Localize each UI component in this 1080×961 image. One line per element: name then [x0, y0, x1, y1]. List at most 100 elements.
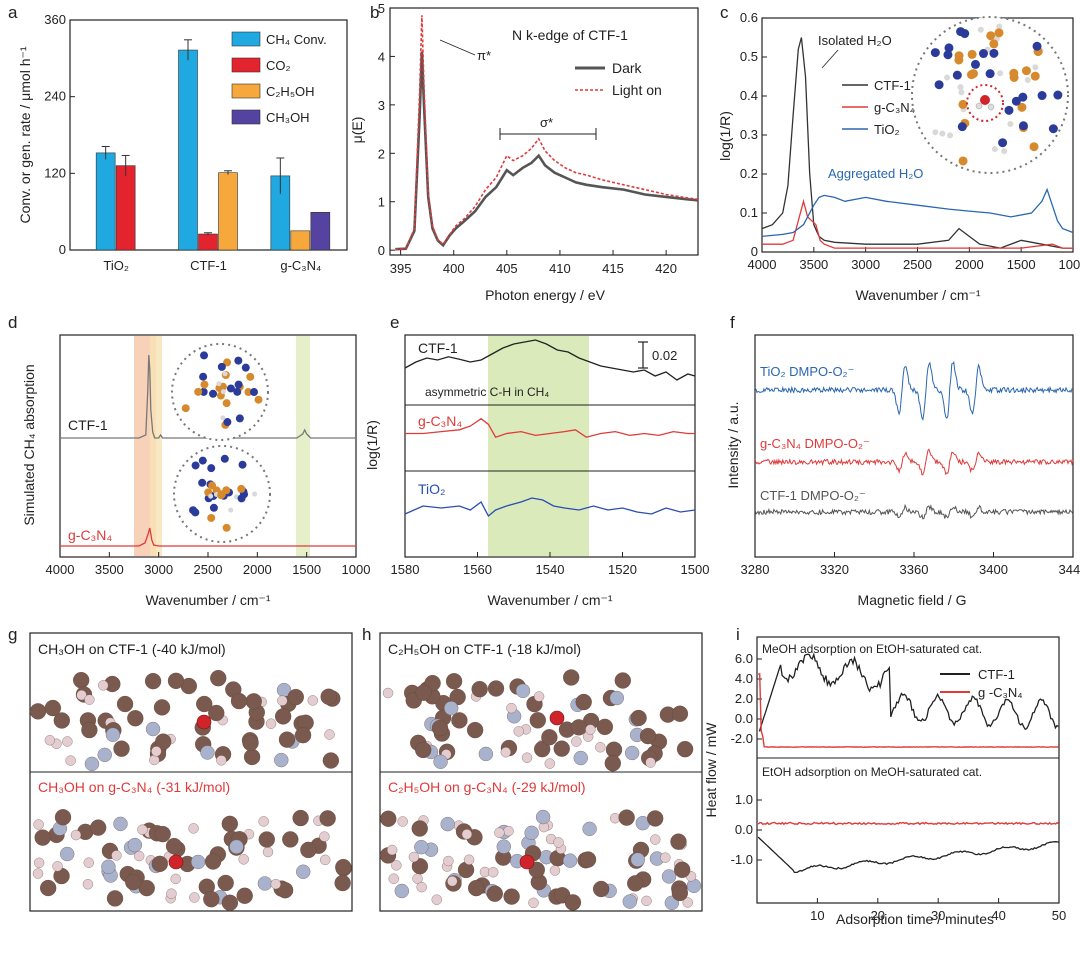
panel-letter-h: h [362, 625, 371, 644]
panel-letter-b: b [370, 3, 379, 22]
ctf-methane-illustration [171, 343, 269, 441]
atom [307, 695, 318, 706]
c-atom [1007, 121, 1014, 128]
c-x-tick-label: 3500 [799, 257, 828, 272]
panel-letter-a: a [8, 3, 18, 22]
atom [444, 701, 459, 716]
panel-letter-e: e [390, 313, 399, 332]
a-bar [178, 49, 198, 251]
c-x-tick-label: 3000 [851, 257, 880, 272]
g-bottom-label: CH₃OH on g-C₃N₄ (-31 kJ/mol) [38, 779, 230, 795]
atom [270, 878, 281, 890]
atom [53, 712, 70, 729]
series-labels-e: CTF-1 g-C₃N₄ TiO₂ [418, 340, 462, 497]
d-series-label: CTF-1 [68, 417, 108, 433]
d-atom [209, 503, 218, 512]
d-x-tick-label: 1500 [292, 562, 321, 577]
atom [682, 897, 693, 908]
d-atom [233, 387, 242, 396]
h-bottom-label: C₂H₅OH on g-C₃N₄ (-29 kJ/mol) [388, 779, 586, 795]
c-atom [1029, 142, 1039, 152]
atom [274, 752, 289, 768]
y-axis-label-b: μ(E) [349, 117, 365, 144]
legend-c: CTF-1 g-C₃N₄ TiO₂ [842, 78, 915, 137]
f-series-line [754, 448, 1074, 476]
i-y-tick-label: -2.0 [731, 731, 753, 746]
d-atom [220, 454, 229, 463]
atom [650, 834, 661, 845]
d-atom [194, 387, 203, 396]
atom [671, 884, 689, 902]
atom [457, 861, 475, 879]
c-y-tick-label: 0 [751, 244, 758, 259]
atom [466, 721, 484, 739]
atom [488, 867, 499, 878]
c-atom [985, 69, 995, 79]
atom [431, 894, 442, 905]
b-y-tick-label: 5 [378, 1, 385, 16]
atom [81, 721, 98, 739]
atom [513, 726, 524, 737]
c-atom [1037, 91, 1047, 101]
atom [391, 860, 402, 871]
y-axis-label-e: log(1/R) [364, 420, 380, 470]
aggregated-water-annotation: Aggregated H₂O [828, 166, 923, 181]
d-series-line [60, 527, 356, 547]
c-y-tick-label: 0.6 [740, 10, 758, 25]
atom [630, 852, 645, 867]
c-atom [994, 28, 1004, 38]
atom [630, 709, 647, 727]
y-ticks-c: 0 0.1 0.2 0.3 0.4 0.5 0.6 [740, 10, 767, 259]
adsorbate-oxygen [196, 714, 212, 730]
atom [190, 854, 206, 870]
atom [76, 689, 87, 701]
f-x-tick-label: 3280 [741, 562, 770, 577]
b-y-tick-label: 2 [378, 146, 385, 161]
b-y-tick-label: 4 [378, 49, 385, 64]
series-labels-f: TiO₂ DMPO-O₂⁻ g-C₃N₄ DMPO-O₂⁻ CTF-1 DMPO-O… [760, 364, 870, 503]
c-atom [1024, 76, 1031, 83]
atom [320, 688, 337, 705]
atom [292, 809, 309, 827]
c-water-oxygen [980, 95, 990, 105]
c-atom [944, 43, 954, 53]
c-atom [943, 50, 953, 60]
i-y-tick-label: 6.0 [735, 651, 753, 666]
atom [230, 692, 248, 710]
atom [528, 897, 539, 908]
atom [500, 747, 511, 758]
atom [451, 712, 468, 729]
d-atom [246, 372, 255, 381]
f-series-line [754, 360, 1074, 421]
d-x-tick-label: 2500 [194, 562, 223, 577]
atom [113, 816, 128, 832]
adsorbate-oxygen [168, 854, 184, 870]
atom [596, 718, 614, 736]
atom [585, 724, 596, 735]
atom [445, 673, 463, 690]
c-legend-label: CTF-1 [874, 78, 911, 93]
atom [70, 829, 82, 841]
atom [388, 873, 399, 884]
panel-letter-d: d [8, 313, 17, 332]
atom [592, 880, 610, 898]
atom [394, 883, 409, 899]
atom [614, 672, 631, 689]
d-atom [252, 491, 258, 497]
plot-frame-b [389, 7, 699, 256]
c-atom [1053, 90, 1063, 100]
c-atom [998, 138, 1008, 148]
e-series-label: TiO₂ [418, 481, 445, 497]
atom [503, 888, 520, 905]
a-legend-swatch [231, 57, 261, 73]
b-x-tick-label: 400 [443, 261, 465, 276]
atom [335, 859, 352, 876]
c-atom [1032, 41, 1042, 51]
c-atom [944, 74, 951, 81]
d-atom [217, 362, 226, 371]
x-axis-label-f: Magnetic field / G [858, 592, 967, 608]
d-atom [181, 404, 190, 413]
atom [416, 881, 427, 893]
atom [188, 823, 199, 834]
